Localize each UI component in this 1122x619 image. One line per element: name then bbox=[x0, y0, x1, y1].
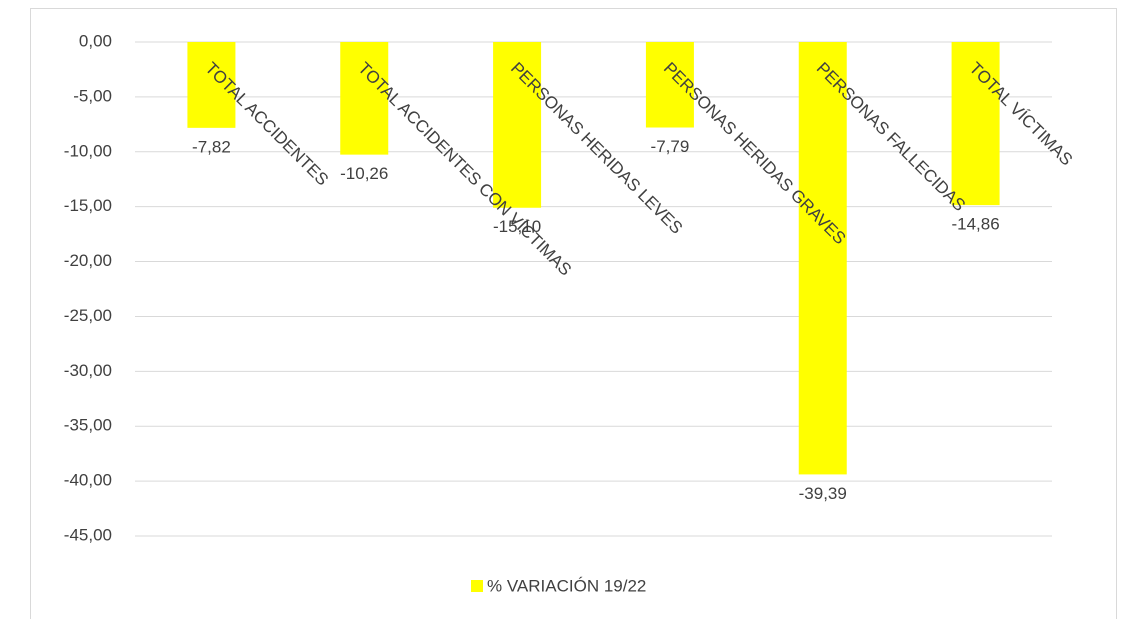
data-label: -7,82 bbox=[192, 137, 231, 156]
data-label: -14,86 bbox=[951, 215, 999, 234]
legend-swatch bbox=[471, 580, 483, 592]
y-tick-label: -30,00 bbox=[64, 361, 112, 380]
data-label: -15,10 bbox=[493, 217, 541, 236]
y-tick-label: -35,00 bbox=[64, 416, 112, 435]
data-label: -39,39 bbox=[799, 484, 847, 503]
bar bbox=[798, 42, 847, 475]
bar bbox=[951, 42, 1000, 206]
y-tick-label: -45,00 bbox=[64, 525, 112, 544]
bar bbox=[645, 42, 694, 128]
data-label: -10,26 bbox=[340, 164, 388, 183]
y-tick-label: -10,00 bbox=[64, 141, 112, 160]
y-tick-label: -5,00 bbox=[73, 86, 112, 105]
data-label: -7,79 bbox=[651, 137, 690, 156]
y-tick-label: -20,00 bbox=[64, 251, 112, 270]
bar bbox=[340, 42, 389, 155]
bar bbox=[187, 42, 236, 128]
legend-label: % VARIACIÓN 19/22 bbox=[487, 576, 646, 595]
bar bbox=[493, 42, 542, 208]
y-tick-label: 0,00 bbox=[79, 31, 112, 50]
y-tick-label: -40,00 bbox=[64, 471, 112, 490]
y-tick-label: -25,00 bbox=[64, 306, 112, 325]
y-tick-label: -15,00 bbox=[64, 196, 112, 215]
